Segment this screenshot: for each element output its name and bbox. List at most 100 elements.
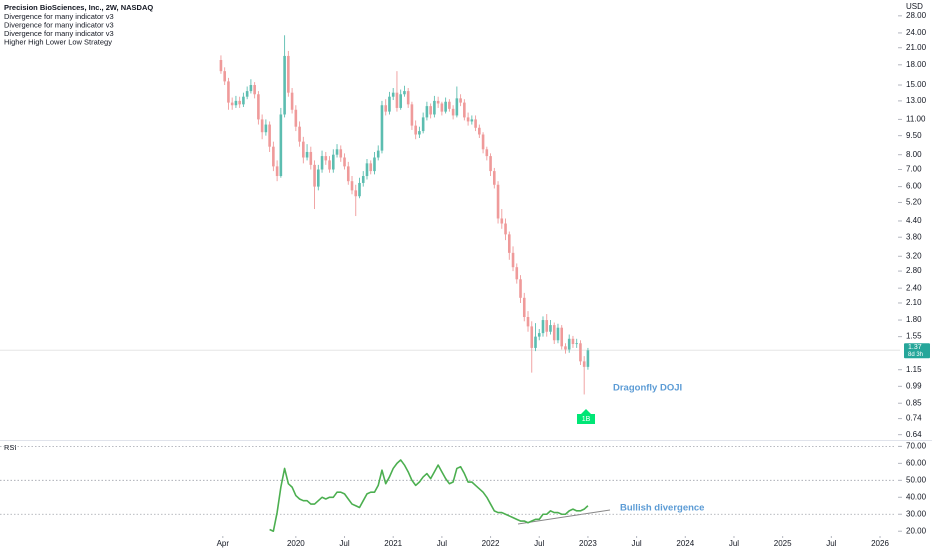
candle-body — [579, 343, 582, 362]
countdown-label: 8d 3h — [908, 352, 923, 358]
y-tick-label: 18.00 — [906, 60, 927, 69]
candle-body — [440, 103, 444, 112]
candle-body — [418, 131, 421, 135]
rsi-tick-label: 70.00 — [906, 442, 927, 451]
y-tick-label: 2.80 — [906, 266, 922, 275]
candle-body — [335, 149, 339, 155]
y-tick-label: 2.40 — [906, 283, 922, 292]
y-tick-label: 1.55 — [906, 332, 922, 341]
candle-body — [545, 320, 549, 332]
candle-body — [242, 96, 245, 105]
candle-body — [264, 124, 268, 133]
candle-body — [496, 184, 500, 219]
candle-body — [358, 182, 361, 197]
candle-body — [463, 102, 466, 118]
candle-body — [534, 336, 537, 348]
candle-body — [268, 124, 271, 147]
candle-body — [290, 92, 294, 110]
candle-body — [530, 326, 534, 348]
y-tick-label: 5.20 — [906, 198, 922, 207]
x-tick-label: 2024 — [676, 539, 694, 548]
x-tick-label: Jul — [437, 539, 447, 548]
candle-body — [388, 96, 391, 112]
candle-body — [571, 338, 575, 345]
y-tick-label: 13.00 — [906, 96, 927, 105]
y-tick-label: 21.00 — [906, 43, 927, 52]
rsi-line — [269, 459, 589, 533]
candle-body — [414, 125, 417, 135]
rsi-tick-label: 50.00 — [906, 475, 927, 484]
x-tick-label: 2021 — [384, 539, 402, 548]
candle-body — [331, 154, 335, 170]
x-tick-label: Apr — [217, 539, 230, 548]
candle-body — [489, 156, 492, 172]
candle-body — [564, 346, 567, 350]
y-tick-label: 4.40 — [906, 216, 922, 225]
x-tick-label: 2020 — [287, 539, 305, 548]
candle-body — [249, 85, 253, 92]
rsi-tick-label: 30.00 — [906, 509, 927, 518]
candle-body — [376, 150, 380, 158]
candle-body — [219, 59, 223, 72]
y-tick-label: 2.10 — [906, 298, 922, 307]
candle-body — [586, 350, 590, 367]
candle-body — [346, 166, 350, 182]
currency-label: USD — [906, 2, 923, 11]
candle-body — [500, 218, 504, 224]
candle-body — [526, 317, 530, 327]
candle-body — [519, 279, 522, 298]
y-tick-label: 28.00 — [906, 11, 927, 20]
y-tick-label: 8.00 — [906, 150, 922, 159]
signal-label: 1B — [582, 416, 591, 423]
candle-body — [560, 327, 564, 347]
y-tick-label: 3.20 — [906, 251, 922, 260]
pattern-annotation: Dragonfly DOJI — [613, 383, 682, 394]
indicator-name: Higher High Lower Low Strategy — [4, 37, 112, 46]
candle-body — [245, 91, 249, 97]
candle-body — [451, 108, 455, 116]
candle-body — [459, 98, 462, 103]
candle-body — [309, 151, 313, 165]
candle-body — [305, 151, 309, 158]
candle-body — [493, 171, 496, 185]
candle-body — [541, 320, 545, 334]
candle-body — [395, 92, 399, 108]
candle-body — [410, 104, 414, 126]
candle-body — [455, 98, 459, 116]
y-tick-label: 7.00 — [906, 165, 922, 174]
candle-body — [537, 333, 541, 337]
x-tick-label: 2022 — [482, 539, 500, 548]
candle-body — [552, 325, 556, 341]
candle-body — [556, 327, 560, 341]
candle-body — [354, 190, 358, 197]
candle-body — [380, 105, 384, 151]
candle-body — [328, 160, 331, 170]
candle-body — [343, 157, 346, 167]
candle-body — [369, 163, 373, 172]
chart-title: Precision BioSciences, Inc., 2W, NASDAQ — [4, 3, 153, 12]
y-tick-label: 9.50 — [906, 131, 922, 140]
candle-body — [260, 119, 264, 133]
rsi-title: RSI — [4, 443, 17, 452]
candle-body — [350, 181, 354, 191]
candle-body — [515, 267, 519, 280]
y-tick-label: 1.80 — [906, 315, 922, 324]
signal-marker: 1B — [577, 409, 595, 424]
x-tick-label: Jul — [729, 539, 739, 548]
candle-body — [238, 100, 241, 105]
y-tick-label: 15.00 — [906, 80, 927, 89]
candle-body — [275, 166, 279, 177]
candle-body — [223, 71, 226, 82]
y-tick-label: 6.00 — [906, 182, 922, 191]
rsi-tick-label: 60.00 — [906, 458, 927, 467]
x-tick-label: 2025 — [774, 539, 792, 548]
candle-body — [339, 149, 343, 158]
candle-body — [433, 100, 436, 115]
divergence-annotation: Bullish divergence — [620, 503, 704, 514]
candle-body — [549, 325, 552, 332]
candle-body — [421, 117, 425, 132]
candle-body — [279, 114, 283, 177]
candle-body — [448, 101, 451, 109]
y-tick-label: 0.74 — [906, 414, 922, 423]
